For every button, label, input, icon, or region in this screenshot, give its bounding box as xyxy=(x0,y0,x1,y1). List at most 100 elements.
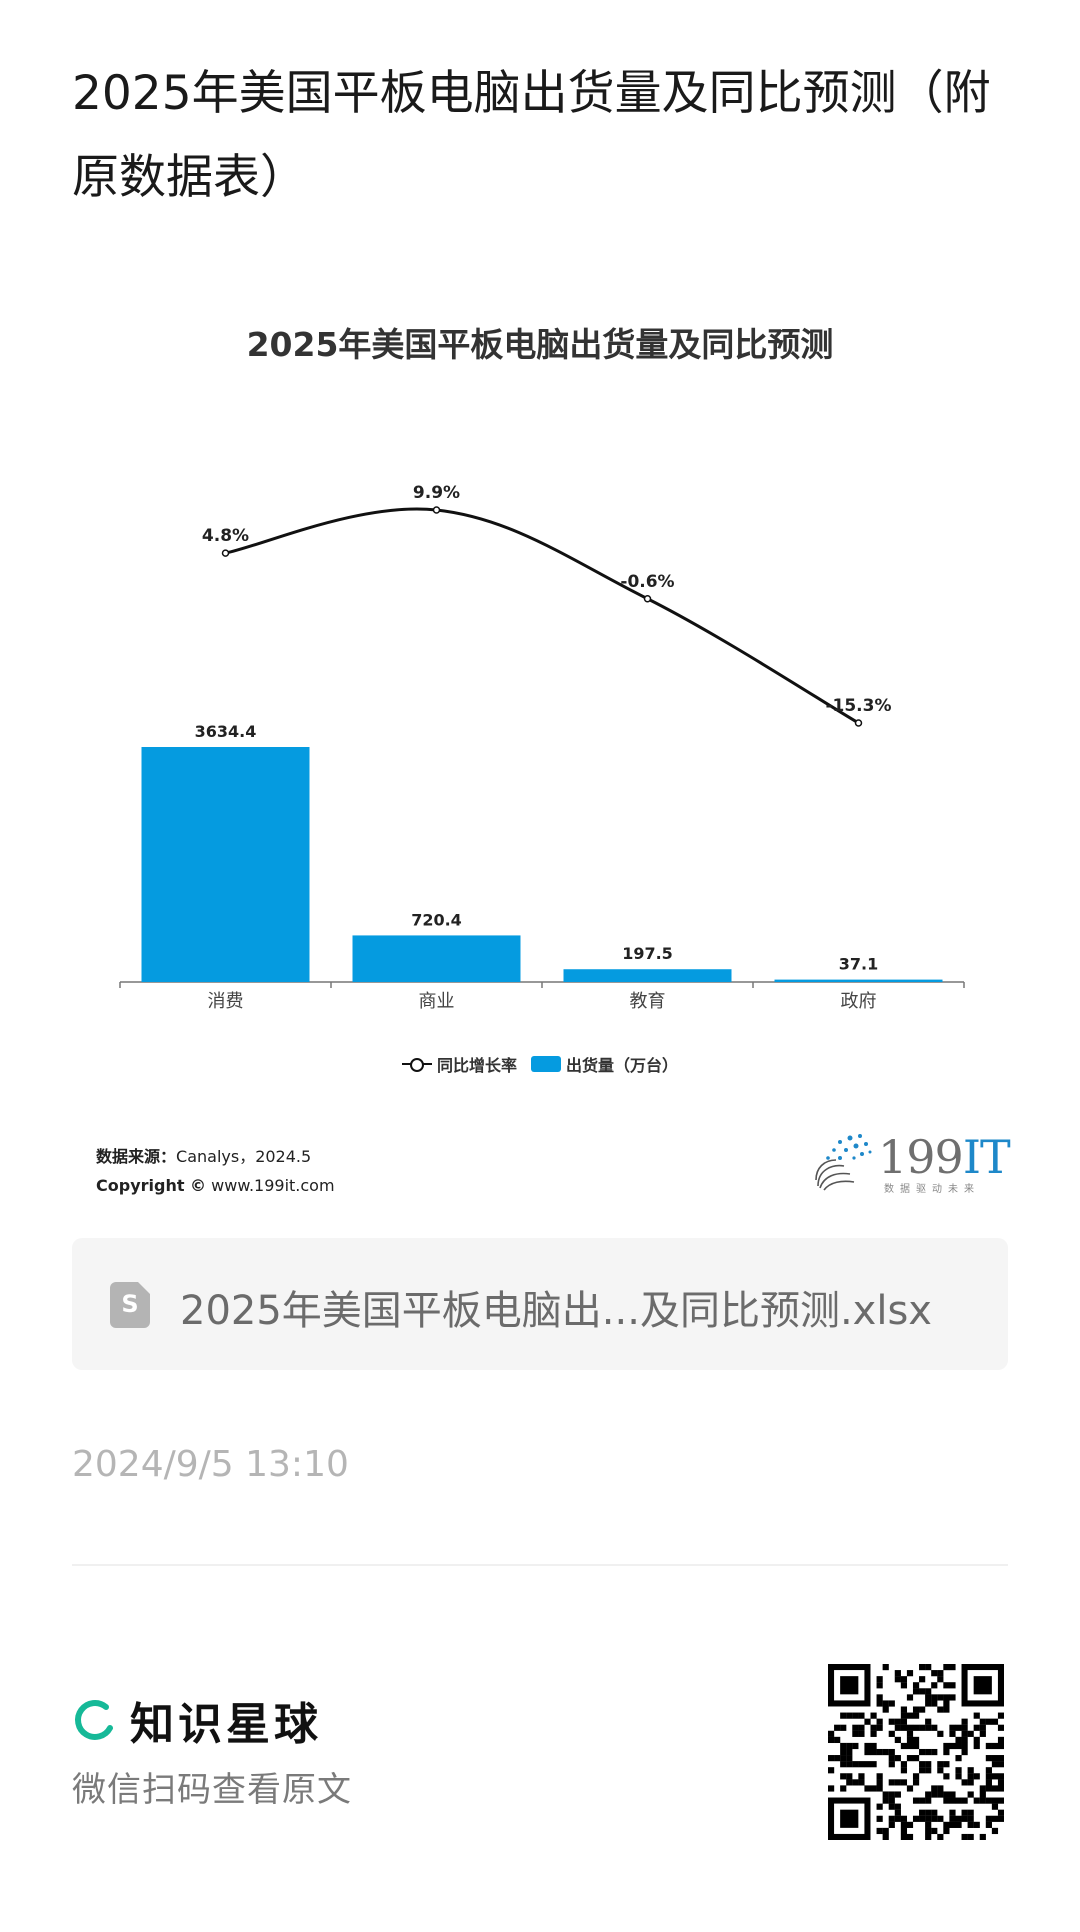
bar xyxy=(141,747,310,982)
qr-module xyxy=(943,1773,950,1780)
zsxq-logo: 知识星球 xyxy=(72,1688,322,1752)
qr-module xyxy=(967,1809,974,1816)
qr-module xyxy=(961,1724,968,1731)
app-name: 知识星球 xyxy=(130,1699,322,1750)
qr-module xyxy=(828,1785,835,1792)
qr-module xyxy=(961,1809,968,1816)
qr-module xyxy=(991,1827,999,1835)
bar-data-label: 37.1 xyxy=(839,955,878,974)
qr-module xyxy=(858,1712,865,1719)
qr-module xyxy=(864,1785,871,1792)
qr-module xyxy=(894,1791,901,1798)
bar-data-label: 197.5 xyxy=(622,944,673,963)
qr-module xyxy=(894,1676,901,1683)
qr-module xyxy=(900,1833,908,1840)
qr-module xyxy=(912,1736,920,1744)
qr-module xyxy=(931,1700,938,1707)
qr-module xyxy=(973,1821,980,1828)
qr-module xyxy=(943,1761,950,1768)
qr-module xyxy=(985,1718,992,1725)
qr-module xyxy=(967,1767,974,1774)
qr-module xyxy=(985,1785,992,1792)
qr-module xyxy=(870,1742,877,1750)
qr-module xyxy=(906,1833,914,1840)
qr-module xyxy=(997,1779,1004,1786)
qr-module xyxy=(846,1779,853,1786)
qr-module xyxy=(925,1767,932,1774)
qr-module xyxy=(931,1748,938,1756)
legend-label-growth: 同比增长率 xyxy=(436,1056,517,1075)
qr-module xyxy=(925,1724,932,1731)
qr-module xyxy=(955,1767,962,1774)
qr-module xyxy=(925,1718,932,1725)
qr-module xyxy=(955,1797,962,1804)
x-tick-label: 消费 xyxy=(208,991,244,1012)
brand-name-number: 199 xyxy=(878,1130,964,1184)
qr-module xyxy=(961,1730,968,1737)
qr-module xyxy=(870,1761,877,1768)
qr-module xyxy=(882,1700,889,1707)
qr-module xyxy=(979,1730,986,1737)
growth-point xyxy=(643,595,652,603)
growth-data-label: -0.6% xyxy=(620,572,674,592)
qr-module xyxy=(991,1742,999,1750)
qr-module xyxy=(906,1785,914,1792)
qr-module xyxy=(882,1827,889,1835)
attachment-file-card[interactable]: S 2025年美国平板电脑出...及同比预测.xlsx xyxy=(72,1238,1008,1370)
qr-module xyxy=(991,1815,999,1822)
qr-module xyxy=(888,1779,895,1786)
source-text: Canalys，2024.5 xyxy=(176,1147,312,1166)
qr-module xyxy=(882,1833,889,1840)
qr-module xyxy=(876,1724,883,1731)
qr-module xyxy=(888,1748,895,1756)
file-icon-letter: S xyxy=(121,1290,139,1318)
qr-module xyxy=(906,1730,914,1737)
qr-module xyxy=(937,1706,944,1713)
qr-module xyxy=(846,1748,853,1756)
bar-data-label: 3634.4 xyxy=(195,722,257,741)
qr-module xyxy=(997,1736,1004,1744)
qr-module xyxy=(919,1748,926,1756)
qr-module xyxy=(955,1821,962,1828)
qr-module xyxy=(931,1670,938,1677)
page-title: 2025年美国平板电脑出货量及同比预测（附原数据表） xyxy=(72,66,991,205)
qr-module xyxy=(852,1761,859,1768)
qr-module xyxy=(937,1785,944,1792)
scan-hint: 微信扫码查看原文 xyxy=(72,1770,352,1810)
qr-module xyxy=(852,1779,859,1786)
qr-module xyxy=(919,1664,926,1671)
qr-code[interactable] xyxy=(828,1664,1004,1840)
qr-module xyxy=(894,1736,901,1744)
qr-module xyxy=(858,1761,865,1768)
qr-module xyxy=(912,1724,920,1731)
qr-module xyxy=(912,1742,920,1750)
qr-module xyxy=(997,1712,1004,1719)
qr-module xyxy=(876,1676,883,1683)
legend-bar-swatch xyxy=(531,1056,561,1072)
qr-module xyxy=(949,1797,956,1804)
brand-logo: 199IT 数据驱动未来 xyxy=(810,1130,1011,1200)
qr-module xyxy=(973,1797,980,1804)
qr-module xyxy=(985,1815,992,1822)
growth-data-label: -15.3% xyxy=(825,696,891,716)
qr-module xyxy=(937,1761,944,1768)
qr-module xyxy=(894,1779,901,1786)
qr-module xyxy=(925,1809,932,1816)
qr-module xyxy=(943,1797,950,1804)
qr-module xyxy=(973,1773,980,1780)
copyright-label: Copyright © xyxy=(96,1176,207,1195)
legend-label-shipments: 出货量（万台） xyxy=(566,1056,679,1075)
copyright-text: www.199it.com xyxy=(211,1176,335,1195)
qr-module xyxy=(870,1785,877,1792)
attachment-file-name: 2025年美国平板电脑出...及同比预测.xlsx xyxy=(180,1288,932,1334)
qr-module xyxy=(870,1712,877,1719)
qr-module xyxy=(985,1779,992,1786)
qr-module xyxy=(979,1833,986,1840)
qr-module xyxy=(955,1742,962,1750)
qr-module xyxy=(852,1730,859,1737)
qr-module xyxy=(888,1815,895,1822)
qr-module xyxy=(961,1797,968,1804)
qr-module xyxy=(876,1803,883,1810)
qr-module xyxy=(834,1755,841,1762)
qr-module xyxy=(828,1736,835,1744)
